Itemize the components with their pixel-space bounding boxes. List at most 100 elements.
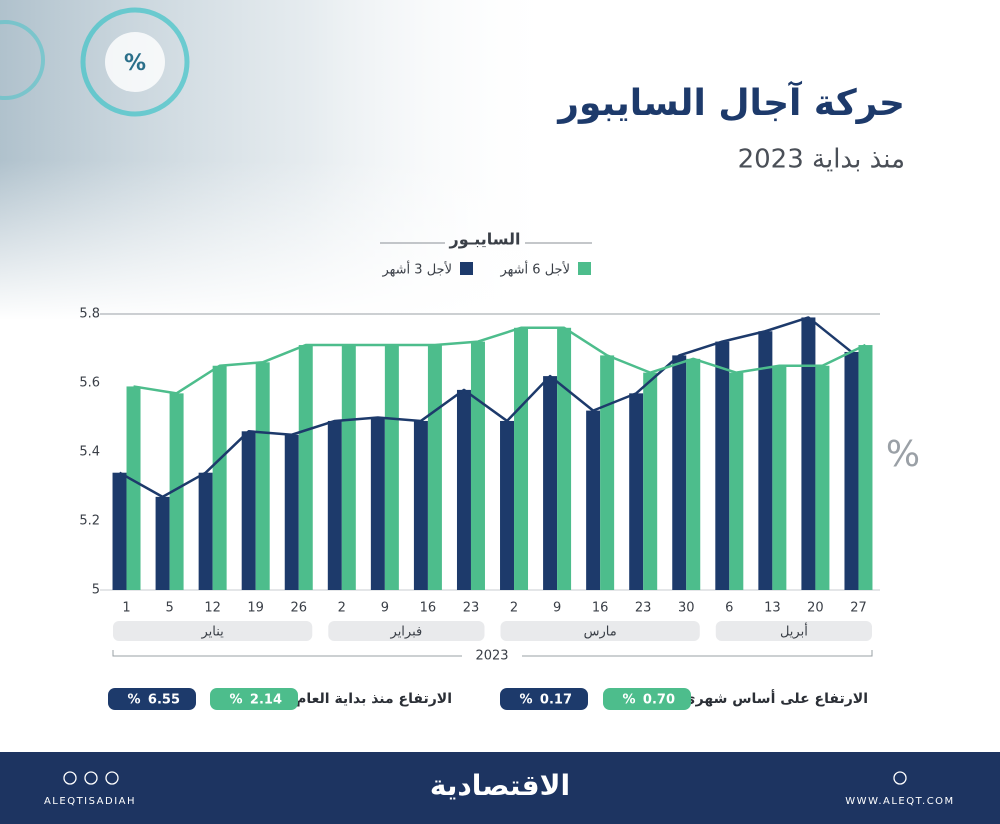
x-tick-label: 9	[381, 601, 389, 616]
year-bg	[462, 646, 522, 664]
stat-value: 0.17	[540, 693, 572, 708]
bar	[341, 345, 356, 590]
month-label: أبريل	[780, 623, 808, 640]
bar	[241, 431, 256, 590]
background-art: %	[0, 0, 560, 320]
stat-value: 2.14	[250, 693, 282, 708]
stat-label: الارتفاع على أساس شهري	[683, 689, 868, 708]
bar	[586, 410, 601, 590]
footer: الاقتصادية ALEQTISADIAH WWW.ALEQT.COM	[0, 752, 1000, 824]
legend-swatch	[460, 262, 473, 275]
bar	[801, 317, 816, 590]
month-pill	[328, 621, 485, 641]
bar	[370, 417, 385, 590]
month-label: فبراير	[390, 625, 423, 640]
bar	[500, 420, 515, 590]
web-icon	[893, 771, 907, 785]
stat-pill	[210, 688, 298, 710]
x-tick-label: 2	[338, 601, 346, 616]
legend-label: لأجل 6 أشهر	[499, 261, 570, 278]
legend-title: السايبـور	[448, 230, 520, 249]
legend-label: لأجل 3 أشهر	[381, 261, 452, 278]
bar	[427, 345, 442, 590]
bar	[758, 331, 773, 590]
bar	[686, 358, 701, 590]
bar	[772, 365, 787, 590]
y-tick-label: 5	[92, 583, 100, 598]
x-tick-label: 6	[725, 601, 733, 616]
x-tick-label: 20	[807, 601, 824, 616]
y-tick-label: 5.8	[79, 307, 100, 322]
bar	[844, 351, 859, 590]
month-pill	[500, 621, 700, 641]
month-pill	[715, 621, 872, 641]
y-unit: %	[886, 434, 920, 475]
x-tick-label: 5	[165, 601, 173, 616]
chart-subtitle: منذ بداية 2023	[738, 145, 905, 175]
stat-pill	[500, 688, 588, 710]
bar	[255, 362, 270, 590]
stat-pill	[603, 688, 691, 710]
x-tick-label: 9	[553, 601, 561, 616]
svg-text:%: %	[124, 51, 146, 76]
x-tick-label: 23	[463, 601, 480, 616]
social-icon	[63, 771, 77, 785]
bar	[815, 365, 830, 590]
bar	[456, 389, 471, 590]
bar	[126, 386, 141, 590]
bar	[284, 434, 299, 590]
stat-unit: %	[519, 693, 532, 708]
footer-band	[0, 752, 1000, 824]
bar	[858, 345, 873, 590]
social-icon	[105, 771, 119, 785]
x-tick-label: 12	[204, 601, 221, 616]
series-line	[133, 326, 867, 395]
month-label: مارس	[584, 625, 617, 640]
x-tick-label: 2	[510, 601, 518, 616]
x-tick-label: 19	[247, 601, 264, 616]
x-tick-label: 23	[635, 601, 652, 616]
bar	[600, 355, 615, 590]
footer-left: ALEQTISADIAH	[44, 796, 136, 807]
bar	[629, 393, 644, 590]
bar	[298, 345, 313, 590]
bar	[413, 420, 428, 590]
legend: السايبـور	[380, 230, 592, 249]
chart-title: حركة آجال السايبور	[556, 80, 905, 124]
legend-swatch	[578, 262, 591, 275]
bar	[715, 341, 730, 590]
social-icon	[84, 771, 98, 785]
y-tick-label: 5.2	[79, 514, 100, 529]
year-label: 2023	[475, 649, 508, 664]
month-label: يناير	[200, 625, 224, 640]
x-tick-label: 1	[122, 601, 130, 616]
bar	[557, 327, 572, 590]
stat-value: 6.55	[148, 693, 180, 708]
bar	[729, 372, 744, 590]
x-tick-label: 13	[764, 601, 781, 616]
bar	[470, 341, 485, 590]
stat-value: 0.70	[643, 693, 675, 708]
bar	[643, 372, 658, 590]
bar	[327, 420, 342, 590]
stat-unit: %	[127, 693, 140, 708]
x-tick-label: 27	[850, 601, 867, 616]
footer-right: WWW.ALEQT.COM	[845, 796, 954, 807]
bar	[155, 496, 170, 590]
x-tick-label: 30	[678, 601, 695, 616]
stat-unit: %	[622, 693, 635, 708]
x-tick-label: 26	[290, 601, 307, 616]
bar	[384, 345, 399, 590]
bar	[212, 365, 227, 590]
stat-label: الارتفاع منذ بداية العام	[296, 691, 452, 707]
month-pill	[113, 621, 313, 641]
bar	[169, 393, 184, 590]
bar	[112, 472, 127, 590]
y-tick-label: 5.4	[79, 445, 100, 460]
bar	[543, 376, 558, 590]
bar	[514, 327, 529, 590]
x-tick-label: 16	[592, 601, 609, 616]
series-line	[118, 316, 853, 499]
